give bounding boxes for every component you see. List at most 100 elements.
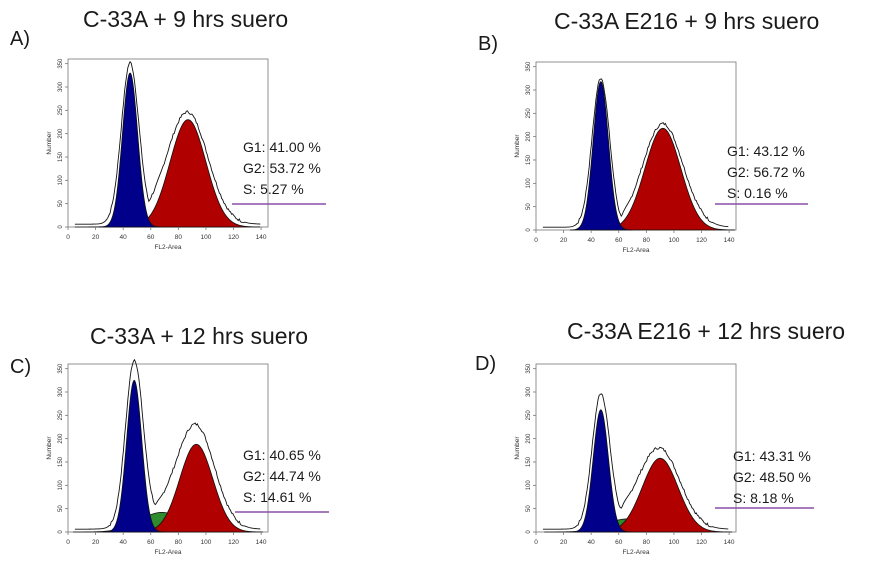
x-tick-label: 60: [615, 237, 623, 244]
x-tick-label: 80: [643, 539, 651, 546]
x-axis-label: FL2-Area: [154, 549, 181, 556]
y-tick-label: 300: [526, 84, 532, 95]
histogram-chart: 0 20 40 60 80 100 120 140 0 50 100 150 200 250 300 350 F…: [46, 358, 269, 556]
g1-label: G1: 43.31 %: [733, 448, 811, 464]
x-tick-label: 20: [560, 237, 568, 244]
x-axis-label: FL2-Area: [622, 247, 649, 254]
x-tick-label: 140: [256, 234, 267, 241]
g2-label: G2: 44.74 %: [243, 468, 321, 484]
y-tick-label: 150: [58, 151, 64, 162]
y-tick-label: 100: [58, 175, 64, 186]
g1-peak: [570, 81, 632, 231]
y-tick-label: 100: [526, 480, 532, 491]
x-tick-label: 140: [256, 539, 267, 546]
x-tick-label: 40: [120, 539, 128, 546]
y-tick-label: 0: [526, 228, 532, 232]
panel-letter: D): [475, 353, 497, 375]
phase-stats: G1: 40.65 % G2: 44.74 % S: 14.61 %: [243, 445, 321, 508]
y-tick-label: 300: [58, 81, 64, 92]
phase-stats: G1: 43.31 % G2: 48.50 % S: 8.18 %: [733, 446, 811, 509]
g2-label: G2: 48.50 %: [733, 469, 811, 485]
y-tick-label: 300: [58, 386, 64, 397]
x-tick-label: 100: [201, 234, 212, 241]
x-tick-label: 40: [588, 237, 596, 244]
x-tick-label: 120: [696, 539, 707, 546]
x-tick-label: 20: [92, 539, 100, 546]
y-axis-label: Number: [514, 436, 521, 460]
raw-histogram-outline: [74, 60, 261, 225]
y-tick-label: 250: [526, 410, 532, 421]
x-tick-label: 80: [175, 539, 183, 546]
x-tick-label: 60: [147, 539, 155, 546]
g2-label: G2: 53.72 %: [243, 160, 321, 176]
x-tick-label: 40: [120, 234, 128, 241]
x-tick-label: 0: [66, 234, 70, 241]
y-tick-label: 150: [526, 154, 532, 165]
x-tick-label: 100: [669, 539, 680, 546]
y-tick-label: 150: [58, 456, 64, 467]
y-tick-label: 200: [58, 128, 64, 139]
x-tick-label: 0: [534, 237, 538, 244]
g2-label: G2: 56.72 %: [727, 164, 805, 180]
x-tick-label: 120: [228, 539, 239, 546]
y-tick-label: 100: [58, 480, 64, 491]
x-tick-label: 60: [615, 539, 623, 546]
x-tick-label: 40: [588, 539, 596, 546]
y-tick-label: 200: [526, 433, 532, 444]
x-tick-label: 0: [66, 539, 70, 546]
s-label: S: 0.16 %: [727, 185, 788, 201]
y-tick-label: 50: [526, 203, 532, 210]
y-tick-label: 350: [58, 58, 64, 69]
y-tick-label: 300: [526, 386, 532, 397]
y-tick-label: 150: [526, 456, 532, 467]
x-tick-label: 140: [724, 237, 735, 244]
histogram-chart: 0 20 40 60 80 100 120 140 0 50 100 150 200 250 300 350 F…: [514, 363, 737, 556]
y-tick-label: 0: [58, 225, 64, 229]
s-label: S: 14.61 %: [243, 489, 312, 505]
raw-histogram-outline: [74, 358, 261, 530]
y-tick-label: 350: [526, 363, 532, 374]
x-tick-label: 100: [201, 539, 212, 546]
x-tick-label: 80: [175, 234, 183, 241]
y-tick-label: 250: [526, 108, 532, 119]
g1-label: G1: 40.65 %: [243, 447, 321, 463]
y-axis-label: Number: [46, 436, 53, 460]
panel-letter: A): [10, 28, 30, 50]
raw-histogram-outline: [542, 393, 729, 530]
y-tick-label: 250: [58, 105, 64, 116]
y-tick-label: 50: [58, 200, 64, 207]
x-tick-label: 0: [534, 539, 538, 546]
panel-title: C-33A E216 + 9 hrs suero: [554, 8, 820, 34]
x-tick-label: 120: [228, 234, 239, 241]
g1-label: G1: 43.12 %: [727, 143, 805, 159]
panel-title: C-33A E216 + 12 hrs suero: [567, 318, 846, 344]
y-axis-label: Number: [46, 131, 53, 155]
panel-letter: C): [10, 356, 32, 378]
y-tick-label: 50: [58, 505, 64, 512]
phase-stats: G1: 41.00 % G2: 53.72 % S: 5.27 %: [243, 137, 321, 200]
y-tick-label: 50: [526, 505, 532, 512]
y-tick-label: 0: [58, 530, 64, 534]
y-tick-label: 250: [58, 410, 64, 421]
x-tick-label: 20: [92, 234, 100, 241]
raw-histogram-outline: [542, 78, 729, 228]
x-tick-label: 60: [147, 234, 155, 241]
s-label: S: 8.18 %: [733, 490, 794, 506]
x-tick-label: 120: [696, 237, 707, 244]
y-tick-label: 200: [526, 131, 532, 142]
g1-peak: [570, 409, 632, 533]
y-tick-label: 0: [526, 530, 532, 534]
panel-letter: B): [478, 33, 498, 55]
x-tick-label: 80: [643, 237, 651, 244]
s-label: S: 5.27 %: [243, 181, 304, 197]
x-tick-label: 20: [560, 539, 568, 546]
g1-label: G1: 41.00 %: [243, 139, 321, 155]
y-tick-label: 350: [58, 363, 64, 374]
x-tick-label: 140: [724, 539, 735, 546]
y-tick-label: 100: [526, 178, 532, 189]
y-axis-label: Number: [514, 134, 521, 158]
phase-stats: G1: 43.12 % G2: 56.72 % S: 0.16 %: [727, 141, 805, 204]
histogram-chart: 0 20 40 60 80 100 120 140 0 50 100 150 200 250 300 350 F…: [46, 58, 269, 251]
g1-peak: [103, 379, 165, 533]
histogram-chart: 0 20 40 60 80 100 120 140 0 50 100 150 200 250 300 350 F…: [514, 61, 737, 254]
